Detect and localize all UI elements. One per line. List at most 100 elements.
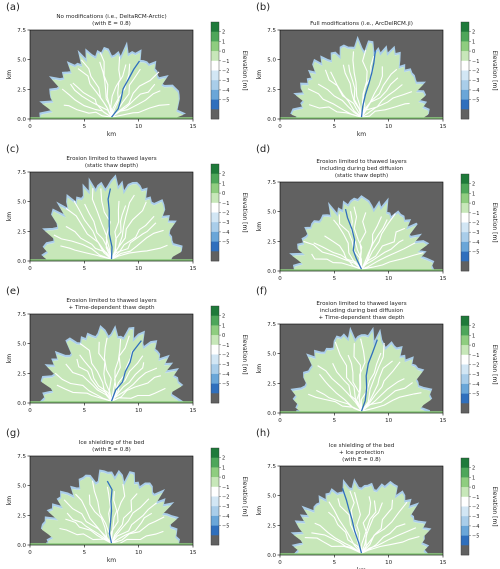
channel <box>84 203 113 260</box>
channel <box>100 188 113 260</box>
panel-title: Ice shielding of the bed (with E = 0.8) <box>30 440 193 454</box>
channel <box>80 59 112 118</box>
x-tick-label: 15 <box>440 276 447 282</box>
channel <box>304 537 362 554</box>
main-channel <box>360 50 377 118</box>
colorbar-segment <box>211 486 219 497</box>
chart-svg: 0 5 10 150.02.55.07.5km210−1−2−3−4−5Elevati… <box>256 173 498 282</box>
colorbar-tick-label: −4 <box>472 382 479 388</box>
colorbar-segment <box>461 31 469 42</box>
x-tick-label: 15 <box>190 550 197 556</box>
channel <box>361 84 403 118</box>
channel <box>111 229 164 260</box>
x-tick-label: 15 <box>190 124 197 130</box>
panel-title: Erosion limited to thawed layers + Time-d… <box>30 298 193 312</box>
colorbar-tick-label: −1 <box>222 485 229 491</box>
colorbar-tick-label: 0 <box>472 485 475 491</box>
y-tick-label: 2.5 <box>17 229 26 235</box>
channel <box>110 64 127 118</box>
delta-body <box>292 331 431 413</box>
shoreline-strip <box>280 411 443 414</box>
x-tick-label: 5 <box>333 124 337 130</box>
y-axis-label: km <box>256 364 263 373</box>
colorbar-segment <box>211 222 219 233</box>
colorbar-segment <box>461 22 469 32</box>
channel <box>111 367 158 402</box>
colorbar-tick-label: −4 <box>222 88 229 94</box>
panel-h: (h) Ice shielding of the bed + Ice protect… <box>250 426 500 569</box>
colorbar-segment <box>211 373 219 384</box>
colorbar-segment <box>461 51 469 62</box>
y-tick-label: 2.5 <box>267 239 276 245</box>
colorbar-segment <box>211 457 219 468</box>
subtitle-line: + Time-dependent thaw depth <box>318 315 405 321</box>
delta-body <box>42 178 182 261</box>
colorbar-tick-label: 0 <box>222 475 225 481</box>
channel <box>361 501 408 554</box>
channel <box>328 501 362 554</box>
main-channel <box>360 339 378 412</box>
channel <box>91 188 113 260</box>
x-tick-label: 10 <box>385 276 392 282</box>
colorbar-tick-label: −2 <box>222 211 229 217</box>
channel <box>111 201 147 260</box>
y-tick-label: 0.0 <box>17 259 26 265</box>
x-axis-label: km <box>107 557 116 564</box>
channel <box>103 337 113 402</box>
channel <box>111 68 141 118</box>
channel <box>63 104 112 118</box>
colorbar-segment <box>211 325 219 336</box>
chart-svg: 0510150.02.55.07.5kmkm210−1−2−3−4−5Eleva… <box>256 457 498 569</box>
channel <box>99 61 113 118</box>
colorbar-segment <box>461 60 469 71</box>
x-tick-label: 5 <box>333 560 337 566</box>
panel-title: Full modifications (i.e., ArcDelRCM.jl) <box>280 21 443 28</box>
colorbar-tick-label: 2 <box>472 466 475 472</box>
channel <box>111 103 170 118</box>
shoreline-strip <box>280 117 443 120</box>
colorbar-segment <box>211 393 219 404</box>
subtitle-line: (static thaw depth) <box>334 173 389 179</box>
y-tick-label: 0.0 <box>267 117 276 123</box>
colorbar-tick-label: −4 <box>472 88 479 94</box>
colorbar-segment <box>211 315 219 326</box>
chart-svg: 0 5 10 150.02.55.07.5km210−1−2−3−4−5Elevati… <box>6 305 248 414</box>
y-tick-label: 7.5 <box>17 170 26 176</box>
shoreline-strip <box>30 117 193 120</box>
channel <box>361 378 405 412</box>
colorbar-tick-label: 0 <box>222 333 225 339</box>
channel <box>330 71 362 118</box>
colorbar-segment <box>211 89 219 100</box>
y-tick-label: 0.0 <box>267 553 276 559</box>
x-tick-label: 15 <box>440 560 447 566</box>
colorbar-segment <box>461 545 469 556</box>
colorbar-tick-label: −5 <box>472 392 479 398</box>
channel <box>333 219 362 270</box>
title-line: Erosion limited to thawed layers <box>66 298 157 304</box>
x-tick-label: 10 <box>135 266 142 272</box>
channel <box>111 387 166 402</box>
colorbar-segment <box>461 506 469 517</box>
y-tick-label: 2.5 <box>17 513 26 519</box>
colorbar-tick-label: −4 <box>472 524 479 530</box>
x-tick-label: 5 <box>83 266 87 272</box>
colorbar-tick-label: −4 <box>222 230 229 236</box>
colorbar-segment <box>461 516 469 527</box>
y-tick-label: 7.5 <box>17 454 26 460</box>
shoreline-strip <box>30 401 193 404</box>
colorbar-segment <box>211 364 219 375</box>
channel <box>361 252 424 270</box>
colorbar-segment <box>211 212 219 223</box>
colorbar-segment <box>461 41 469 52</box>
colorbar-tick-label: −2 <box>472 363 479 369</box>
colorbar-tick-label: −2 <box>472 505 479 511</box>
y-axis-label: km <box>6 212 13 221</box>
colorbar-segment <box>461 109 469 120</box>
y-tick-label: 2.5 <box>267 381 276 387</box>
colorbar-tick-label: −4 <box>472 240 479 246</box>
colorbar-label: Elevation [m] <box>491 344 498 384</box>
channel <box>361 102 410 118</box>
channel <box>60 245 112 260</box>
channel <box>65 363 112 402</box>
